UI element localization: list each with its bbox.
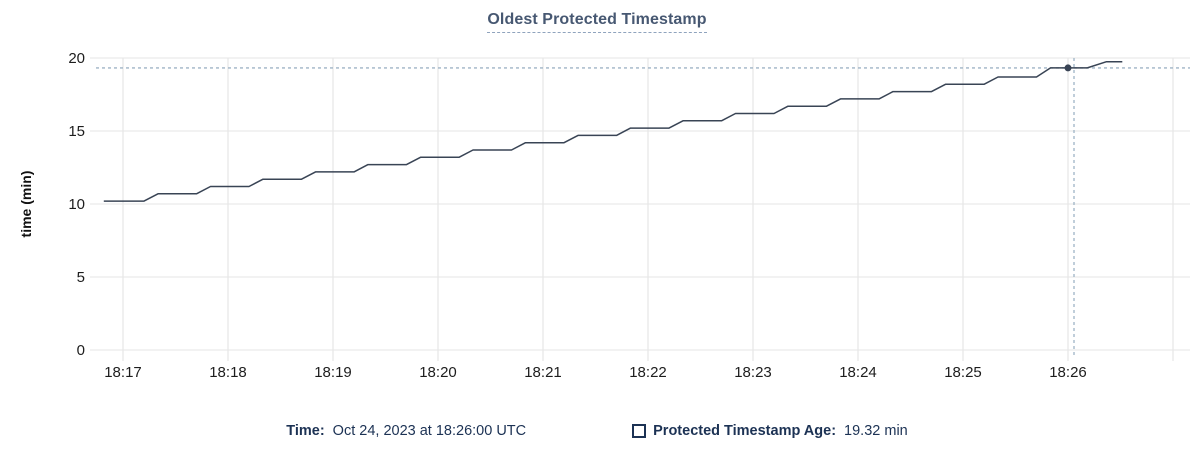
timeseries-chart[interactable]: 0 5 10 15 20 18:17 18:18 18:19 18:20 18:21 18:22 18…	[0, 0, 1194, 408]
x-tick-label: 18:24	[839, 364, 877, 381]
series-value: 19.32 min	[844, 423, 908, 439]
y-tick-label: 15	[68, 123, 85, 140]
chart-title[interactable]: Oldest Protected Timestamp	[487, 11, 707, 33]
time-label: Time:	[286, 423, 325, 439]
series-checkbox-icon[interactable]	[632, 424, 647, 438]
y-tick-label: 10	[68, 196, 85, 213]
x-tick-label: 18:19	[314, 364, 352, 381]
series-line-protected-timestamp-age	[103, 60, 1123, 202]
hover-point-dot	[1064, 64, 1072, 72]
y-tick-label: 20	[68, 50, 85, 67]
hover-time-readout: Time: Oct 24, 2023 at 18:26:00 UTC	[286, 421, 526, 441]
y-tick-label: 5	[77, 269, 85, 286]
time-value: Oct 24, 2023 at 18:26:00 UTC	[332, 423, 527, 439]
y-axis-label: time (min)	[18, 171, 34, 238]
chart-header: Oldest Protected Timestamp	[0, 11, 1194, 33]
x-tick-label: 18:22	[629, 364, 667, 381]
series-label: Protected Timestamp Age:	[653, 423, 837, 439]
x-tick-label: 18:25	[944, 364, 982, 381]
x-tick-label: 18:18	[209, 364, 247, 381]
x-tick-label: 18:20	[419, 364, 457, 381]
legend-item-protected-timestamp-age[interactable]: Protected Timestamp Age: 19.32 min	[632, 421, 908, 441]
x-tick-label: 18:23	[734, 364, 772, 381]
x-tick-label: 18:26	[1049, 364, 1087, 381]
x-tick-label: 18:17	[104, 364, 142, 381]
y-tick-label: 0	[77, 342, 85, 359]
chart-footer-legend: Time: Oct 24, 2023 at 18:26:00 UTC Prote…	[0, 421, 1194, 441]
x-tick-label: 18:21	[524, 364, 562, 381]
